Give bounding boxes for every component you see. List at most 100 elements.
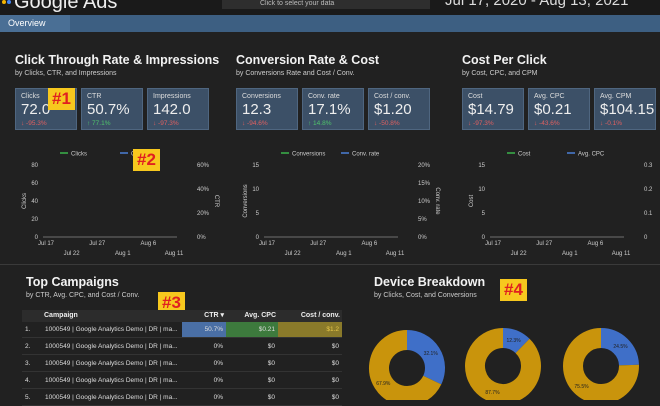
column-header[interactable]: Avg. CPC [226,310,276,322]
x-tick-label: Aug 1 [115,251,131,257]
y2-tick-label: 0.3 [644,163,653,169]
section-title: Conversion Rate & Cost [236,53,380,67]
card-delta: ↓ -97.3% [153,120,179,127]
y-tick-label: 0 [482,235,486,241]
y-axis-title: Clicks [22,193,28,209]
card-value: 17.1% [308,101,351,118]
y2-tick-label: 0.1 [644,211,653,217]
card-value: $104.15 [600,101,655,118]
date-range[interactable]: Jul 17, 2020 - Aug 13, 2021 [445,0,629,9]
card-label: Conversions [242,93,281,100]
x-tick-label: Aug 6 [362,241,378,247]
table-title: Top Campaigns [26,275,119,289]
card-label: Avg. CPC [534,93,565,100]
section-subtitle: by Conversions Rate and Cost / Conv. [236,70,355,77]
table-subtitle: by CTR, Avg. CPC, and Cost / Conv. [26,292,140,299]
section-title: Cost Per Click [462,53,547,67]
y2-tick-label: 0.2 [644,187,653,193]
annotation-badge: #3 [158,292,185,314]
slice-label: 24.5% [613,344,628,350]
section-title: Click Through Rate & Impressions [15,53,220,67]
donut-slice [465,328,541,400]
y2-tick-label: 0% [197,235,206,241]
table-cell: $0 [278,373,342,389]
table-cell: 3. [22,356,42,372]
x-tick-label: Aug 1 [336,251,352,257]
y-tick-label: 20 [31,217,38,223]
data-control[interactable]: Click to select your data [222,0,430,9]
x-tick-label: Jul 27 [89,241,106,247]
table-cell: $0 [226,373,278,389]
devices-subtitle: by Clicks, Cost, and Conversions [374,292,477,299]
y2-tick-label: 15% [418,181,431,187]
table-cell: $0 [226,356,278,372]
scorecard: Avg. CPC $0.21 ↓ -43.6% [528,88,590,130]
donut-slice [369,330,442,400]
column-header[interactable]: CTR ▾ [182,310,224,322]
legend-label: Conversions [292,152,325,158]
legend-label: Avg. CPC [578,152,605,158]
card-delta: ↓ -97.3% [468,120,494,127]
card-delta: ↓ -43.6% [534,120,560,127]
card-value: 72.0 [21,101,51,118]
card-label: Impressions [153,93,191,100]
devices-title: Device Breakdown [374,275,486,289]
y-tick-label: 15 [478,163,485,169]
y2-tick-label: 0% [418,235,427,241]
x-tick-label: Jul 22 [511,251,528,257]
table-cell: 1000549 | Google Analytics Demo | DR | m… [42,373,182,389]
y2-axis-title: Conv. rate [434,187,440,215]
x-tick-label: Jul 17 [259,241,276,247]
slice-label: 32.1% [424,351,439,357]
y2-tick-label: 40% [197,187,210,193]
x-tick-label: Jul 22 [64,251,81,257]
donut-slice [406,330,445,385]
section-subtitle: by Clicks, CTR, and Impressions [15,70,117,77]
annotation-badge: #4 [500,279,527,301]
table-cell: 2. [22,339,42,355]
card-value: $1.20 [374,101,412,118]
tab-bar [0,15,660,32]
y-tick-label: 5 [482,211,486,217]
x-tick-label: Aug 11 [386,251,405,257]
column-header[interactable]: Cost / conv. [278,310,340,322]
legend-label: Conv. rate [352,152,380,158]
table-cell: $0.21 [226,322,278,338]
table-cell: 1000549 | Google Analytics Demo | DR | m… [42,322,182,338]
slice-label: 12.3% [506,338,521,344]
y-axis-title: Cost [469,195,475,208]
column-header[interactable]: Campaign [42,310,180,322]
section-subtitle: by Cost, CPC, and CPM [462,70,538,77]
scorecard: Cost / conv. $1.20 ↓ -50.8% [368,88,430,130]
scorecard: Cost $14.79 ↓ -97.3% [462,88,524,130]
x-tick-label: Jul 27 [310,241,327,247]
x-tick-label: Jul 17 [485,241,502,247]
y-axis-title: Conversions [243,184,249,217]
donut-slice [502,328,530,354]
donut-slice [563,328,639,400]
card-label: Cost / conv. [374,93,411,100]
table-cell: 50.7% [182,322,226,338]
slice-label: 87.7% [485,390,500,396]
x-tick-label: Aug 11 [165,251,184,257]
annotation-badge: #2 [133,149,160,171]
table-cell: $0 [226,339,278,355]
legend-label: Clicks [71,152,87,158]
table-cell: 0% [182,373,226,389]
card-delta: ↓ -50.8% [374,120,400,127]
x-tick-label: Aug 6 [141,241,157,247]
table-cell: $0 [226,390,278,406]
tab[interactable]: Overview [0,15,70,32]
x-tick-label: Jul 27 [536,241,553,247]
card-delta: ↓ -95.3% [21,120,47,127]
card-delta: ↑ 14.8% [308,120,332,127]
scorecard: CTR 50.7% ↑ 77.1% [81,88,143,130]
y2-tick-label: 20% [197,211,210,217]
table-cell: 0% [182,356,226,372]
y-tick-label: 60 [31,181,38,187]
card-label: Conv. rate [308,93,340,100]
divider [0,264,660,265]
table-cell: 0% [182,390,226,406]
